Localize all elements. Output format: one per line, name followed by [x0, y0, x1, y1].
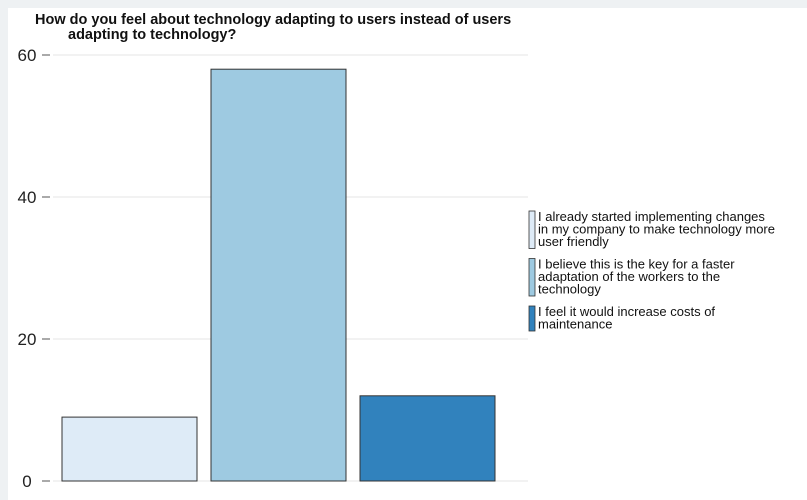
- y-tick-label: 60: [18, 46, 37, 65]
- chart-title-line: How do you feel about technology adaptin…: [35, 12, 511, 28]
- bar-3: [359, 395, 496, 482]
- legend-item-2: I believe this is the key for a fasterad…: [528, 257, 735, 297]
- legend-swatch: [528, 305, 536, 332]
- chart-title: How do you feel about technology adaptin…: [35, 12, 511, 43]
- legend-label-line: in my company to make technology more: [538, 222, 775, 237]
- legend-label-line: maintenance: [538, 317, 612, 332]
- bar-chart: How do you feel about technology adaptin…: [18, 12, 775, 491]
- chart-title-line: adapting to technology?: [68, 27, 236, 43]
- legend-swatch: [528, 210, 536, 249]
- legend-label-line: I already started implementing changes: [538, 209, 765, 224]
- legend-label-line: user friendly: [538, 234, 609, 249]
- legend-label-line: I feel it would increase costs of: [538, 304, 715, 319]
- bars: [61, 68, 496, 482]
- y-tick-label: 0: [22, 472, 31, 491]
- legend-item-1: I already started implementing changesin…: [528, 209, 775, 249]
- y-tick-label: 20: [18, 330, 37, 349]
- legend: I already started implementing changesin…: [528, 209, 775, 332]
- y-tick-label: 40: [18, 188, 37, 207]
- legend-item-3: I feel it would increase costs ofmainten…: [528, 304, 715, 332]
- legend-swatch: [528, 258, 536, 297]
- legend-label-line: adaptation of the workers to the: [538, 269, 720, 284]
- bar-2: [210, 68, 347, 482]
- legend-label-line: I believe this is the key for a faster: [538, 257, 735, 272]
- y-axis: 0 20 40 60: [18, 46, 50, 491]
- bar-1: [61, 416, 198, 482]
- chart-frame: How do you feel about technology adaptin…: [8, 8, 807, 500]
- legend-label-line: technology: [538, 282, 601, 297]
